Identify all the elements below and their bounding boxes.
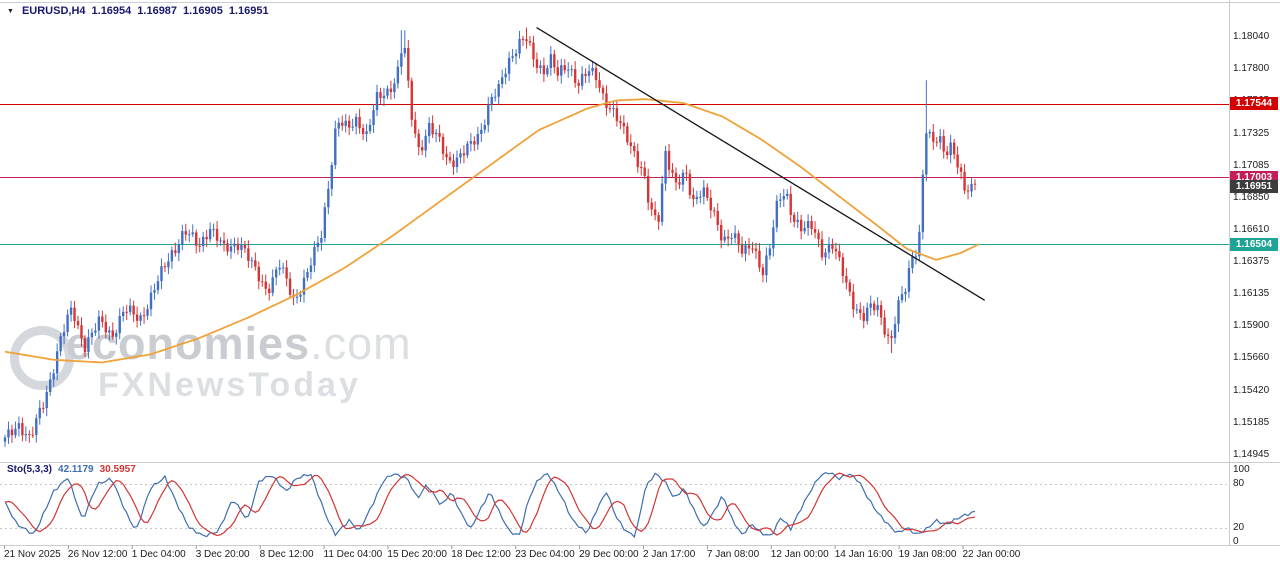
open-value: 1.16954 [91, 5, 132, 17]
price-level-badge[interactable]: 1.16504 [1230, 237, 1278, 251]
stochastic-indicator-label: Sto(5,3,3) 42.1179 30.5957 [7, 464, 136, 475]
high-value: 1.16987 [137, 5, 178, 17]
stoch-name: Sto(5,3,3) [7, 464, 53, 475]
stoch-signal-value: 30.5957 [99, 464, 136, 475]
price-level-badge[interactable]: 1.17544 [1230, 97, 1278, 111]
current-price-badge: 1.16951 [1230, 180, 1278, 194]
chevron-down-icon[interactable]: ▼ [7, 7, 14, 15]
low-value: 1.16905 [183, 5, 223, 17]
symbol-label: EURUSD,H4 [21, 5, 86, 17]
stoch-main-value: 42.1179 [58, 464, 94, 475]
chart-ohlc-header: ▼ EURUSD,H4 1.16954 1.16987 1.16905 1.16… [7, 5, 269, 17]
close-value: 1.16951 [228, 5, 269, 17]
